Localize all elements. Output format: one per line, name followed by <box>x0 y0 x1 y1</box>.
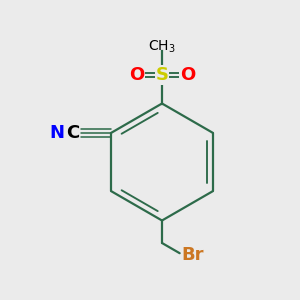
Text: N: N <box>50 124 65 142</box>
Text: Br: Br <box>181 246 204 264</box>
Text: C: C <box>66 124 80 142</box>
Text: O: O <box>180 66 195 84</box>
Text: CH$_3$: CH$_3$ <box>148 39 176 55</box>
Text: O: O <box>129 66 144 84</box>
Text: S: S <box>155 66 169 84</box>
